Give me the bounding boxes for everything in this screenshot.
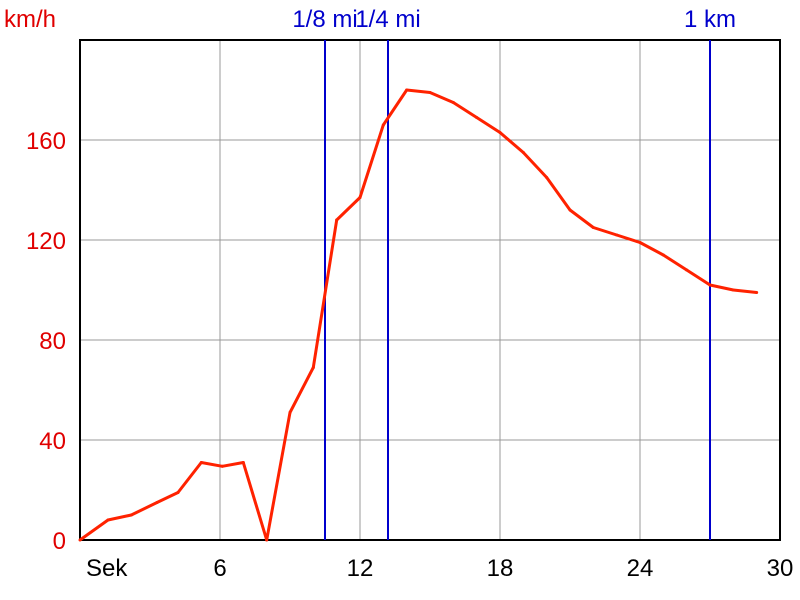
speed-data-point <box>176 491 180 494</box>
speed-data-point <box>708 283 712 287</box>
plot-frame <box>79 39 781 541</box>
speed-data-point <box>661 253 665 257</box>
speed-data-point <box>288 411 292 414</box>
x-tick-label: 24 <box>627 555 654 582</box>
speed-series-line <box>79 88 757 542</box>
speed-data-point <box>451 101 455 104</box>
y-tick-label: 40 <box>39 428 66 455</box>
y-tick-label: 160 <box>26 128 66 155</box>
x-tick-label: 6 <box>213 555 226 582</box>
distance-marker-label: 1/8 mi <box>292 6 357 33</box>
speed-data-point <box>155 501 159 504</box>
y-tick-label: 0 <box>53 528 66 555</box>
x-tick-labels: 6 12 18 24 30 <box>213 555 793 582</box>
distance-marker-label: 1 km <box>684 6 736 33</box>
x-tick-label: 18 <box>487 555 514 582</box>
y-tick-label: 120 <box>26 228 66 255</box>
speed-data-point <box>78 538 82 542</box>
speed-data-point <box>129 513 133 517</box>
speed-data-point <box>405 88 409 92</box>
speed-data-point <box>358 196 362 199</box>
grid-lines <box>80 40 780 540</box>
x-axis-label: Sek <box>86 555 128 582</box>
y-tick-label: 80 <box>39 328 66 355</box>
speed-data-point <box>498 131 502 134</box>
series-group <box>78 88 759 542</box>
speed-data-point <box>591 226 595 229</box>
speed-data-point <box>428 91 432 94</box>
speed-data-point <box>475 116 479 119</box>
speed-data-point <box>265 538 269 542</box>
distance-marker-label: 1/4 mi <box>355 6 420 33</box>
speed-data-point <box>241 461 245 464</box>
speed-data-point <box>685 268 689 272</box>
speed-data-point <box>545 176 549 179</box>
y-axis-label: km/h <box>4 6 56 33</box>
speed-data-point <box>568 208 572 212</box>
speed-data-point <box>311 366 315 369</box>
speed-data-point <box>335 218 339 222</box>
x-tick-label: 30 <box>767 555 794 582</box>
speed-data-point <box>106 518 110 522</box>
speed-data-point <box>638 241 642 244</box>
speed-data-point <box>731 288 735 292</box>
speed-data-point <box>220 464 224 468</box>
x-tick-label: 12 <box>347 555 374 582</box>
speed-data-point <box>615 233 619 237</box>
speed-data-point <box>381 123 385 127</box>
y-tick-labels: 0 40 80 120 160 <box>26 128 66 555</box>
distance-markers: 1/8 mi1/4 mi 1 km <box>292 6 736 540</box>
speed-data-point <box>755 291 759 294</box>
speed-data-point <box>521 151 525 154</box>
speed-data-point <box>199 461 203 464</box>
